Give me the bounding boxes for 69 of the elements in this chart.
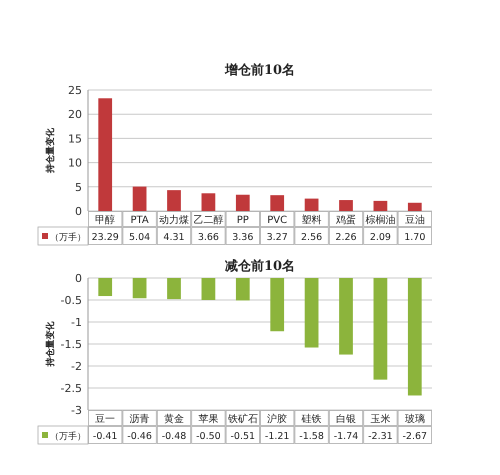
y-axis-title: 持仓量变化: [45, 320, 56, 368]
bar: [132, 186, 146, 211]
y-tick-label: -0.5: [60, 294, 82, 307]
x-tick-label: 沥青: [130, 413, 150, 425]
x-tick-label: 豆油: [404, 214, 425, 226]
bar: [202, 193, 216, 211]
y-tick-label: 5: [75, 180, 82, 194]
data-label: -1.21: [264, 431, 290, 442]
y-tick-label: 20: [68, 108, 82, 122]
x-tick-label: 硅铁: [300, 413, 322, 425]
y-tick-label: 25: [68, 84, 82, 97]
bar: [408, 202, 422, 211]
data-label: -2.31: [368, 431, 393, 442]
y-tick-label: -3: [71, 404, 82, 417]
bar: [270, 195, 284, 211]
y-tick-label: 0: [75, 205, 82, 218]
data-label: 1.70: [404, 232, 426, 243]
data-label: 4.31: [163, 232, 185, 243]
x-tick-label: 乙二醇: [193, 214, 224, 226]
legend-label: （万手）: [50, 232, 86, 243]
y-tick-label: -2.5: [60, 382, 82, 395]
x-tick-label: 动力煤: [159, 214, 189, 226]
y-tick-label: -2: [71, 360, 82, 373]
x-tick-label: 沪胶: [267, 413, 288, 425]
data-label: -0.46: [127, 431, 152, 442]
data-label: -1.58: [299, 431, 324, 442]
data-label: -0.41: [92, 431, 118, 442]
data-label: 5.04: [129, 232, 150, 243]
data-label: -0.50: [196, 431, 221, 442]
bar: [339, 200, 353, 211]
x-tick-label: 黄金: [164, 413, 184, 425]
data-label: -0.51: [230, 431, 256, 442]
y-tick-label: -1: [71, 316, 82, 329]
data-label: 23.29: [92, 232, 119, 243]
legend-label: （万手）: [50, 431, 86, 442]
x-tick-label: 塑料: [302, 214, 322, 226]
data-label: 3.36: [232, 232, 254, 243]
data-label: 2.56: [301, 232, 322, 243]
x-tick-label: PP: [236, 215, 249, 226]
y-tick-label: -1.5: [60, 338, 82, 351]
data-label: 2.26: [335, 232, 357, 243]
y-tick-label: 0: [75, 272, 82, 285]
data-label: 3.27: [266, 232, 288, 243]
data-label: -2.67: [402, 431, 428, 442]
bar: [374, 200, 388, 211]
y-axis-title: 持仓量变化: [45, 127, 56, 174]
bar: [304, 198, 318, 211]
x-tick-label: PVC: [267, 215, 288, 226]
bar: [236, 194, 250, 211]
x-tick-label: 鸡蛋: [335, 214, 356, 226]
data-label: -1.74: [334, 431, 358, 442]
x-tick-label: 棕榈油: [365, 214, 396, 226]
y-tick-label: 15: [68, 132, 82, 146]
x-tick-label: 甲醇: [95, 214, 116, 226]
x-tick-label: 苹果: [198, 413, 218, 425]
x-tick-label: 铁矿石: [226, 413, 258, 425]
chart-title: 减仓前10名: [224, 259, 296, 274]
bar: [98, 98, 112, 211]
x-tick-label: 白银: [336, 413, 356, 425]
data-label: 2.09: [370, 232, 391, 243]
x-tick-label: 玉米: [370, 413, 390, 425]
y-tick-label: 10: [68, 156, 82, 170]
x-tick-label: PTA: [130, 215, 149, 226]
data-label: -0.48: [162, 431, 186, 442]
data-label: 3.66: [198, 232, 219, 243]
chart-title: 增仓前10名: [224, 63, 296, 78]
x-tick-label: 豆一: [95, 414, 116, 425]
bar: [167, 190, 181, 211]
x-tick-label: 玻璃: [404, 413, 425, 425]
